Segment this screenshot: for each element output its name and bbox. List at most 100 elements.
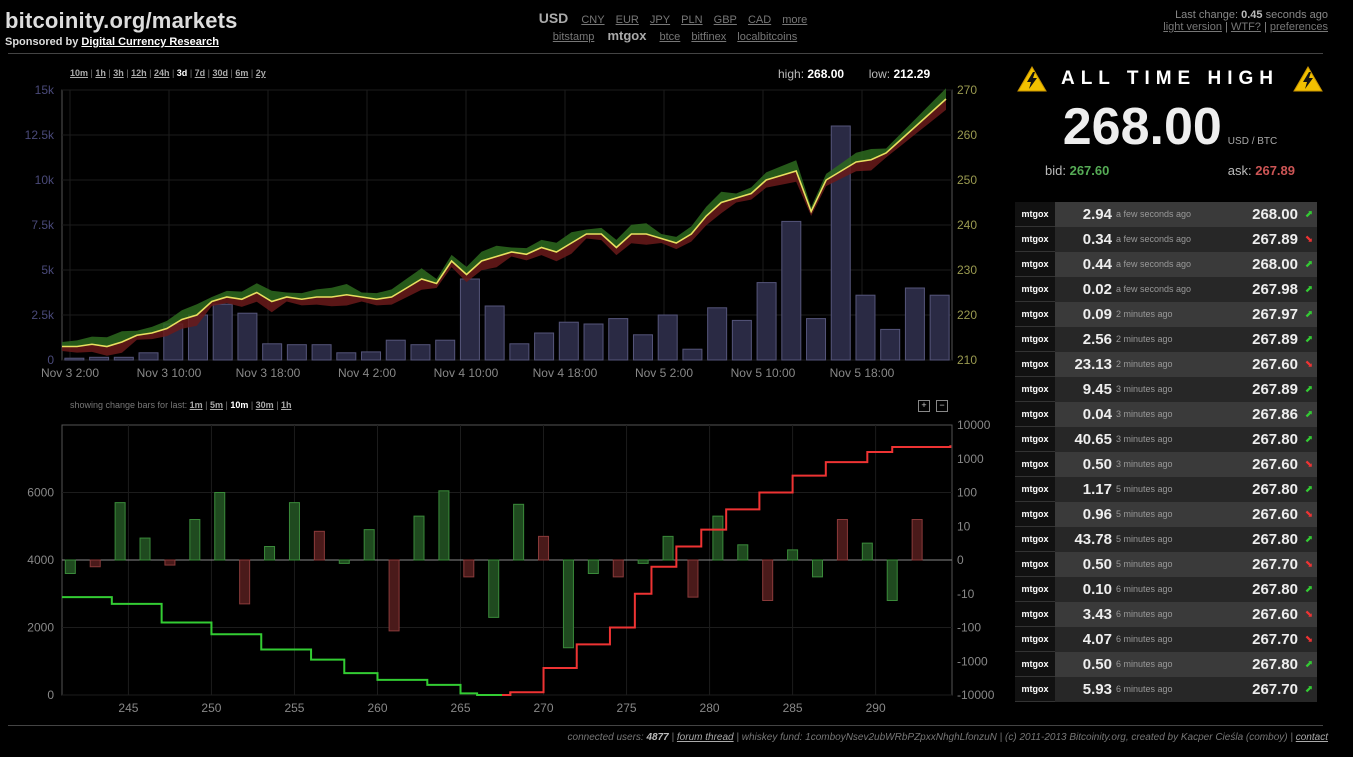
change-1m[interactable]: 1m <box>189 400 203 410</box>
exchange-link-localbitcoins[interactable]: localbitcoins <box>737 31 798 43</box>
currency-link-jpy[interactable]: JPY <box>649 14 671 26</box>
trade-price: 267.80 <box>1238 476 1301 502</box>
zoom-out-button[interactable]: − <box>936 400 948 412</box>
contact-link[interactable]: contact <box>1295 732 1328 743</box>
change-30m[interactable]: 30m <box>255 400 274 410</box>
range-10m[interactable]: 10m <box>70 68 89 78</box>
trade-exchange: mtgox <box>1015 276 1055 302</box>
arrow-down-icon: ⬊ <box>1301 551 1317 577</box>
trade-exchange: mtgox <box>1015 326 1055 352</box>
header-divider <box>8 53 1323 54</box>
change-bar <box>139 537 151 561</box>
change-bar <box>612 559 624 578</box>
exchange-link-bitstamp[interactable]: bitstamp <box>552 31 595 43</box>
range-6m[interactable]: 6m <box>235 68 249 78</box>
range-3h[interactable]: 3h <box>113 68 124 78</box>
arrow-up-icon: ⬈ <box>1301 476 1317 502</box>
top-links: light version | WTF? | preferences <box>1163 21 1328 33</box>
trade-row: mtgox 43.78 5 minutes ago 267.80 ⬈ <box>1015 526 1317 552</box>
warning-icon <box>1017 66 1047 92</box>
volume-bar <box>484 305 505 361</box>
trade-row: mtgox 9.45 3 minutes ago 267.89 ⬈ <box>1015 376 1317 402</box>
trade-exchange: mtgox <box>1015 626 1055 652</box>
range-30d[interactable]: 30d <box>212 68 229 78</box>
currency-link-cny[interactable]: CNY <box>581 14 605 26</box>
trade-exchange: mtgox <box>1015 501 1055 527</box>
ath-heading-text: ALL TIME HIGH <box>1060 68 1280 89</box>
change-bar <box>587 559 599 574</box>
x-tick-label: Nov 3 10:00 <box>137 366 202 380</box>
range-2y[interactable]: 2y <box>255 68 266 78</box>
volume-bar <box>781 220 802 361</box>
trade-time: a few seconds ago <box>1116 202 1238 227</box>
change-1h[interactable]: 1h <box>281 400 292 410</box>
change-10m[interactable]: 10m <box>230 400 249 410</box>
bid: bid: 267.60 <box>1045 163 1109 178</box>
change-5m[interactable]: 5m <box>209 400 223 410</box>
volume-bar <box>904 287 925 361</box>
currency-link-cad[interactable]: CAD <box>747 14 772 26</box>
forum-thread-link[interactable]: forum thread <box>676 732 734 743</box>
sponsor-line: Sponsored by Digital Currency Research <box>5 36 238 48</box>
x-tick-label: 290 <box>866 701 886 715</box>
range-7d[interactable]: 7d <box>194 68 206 78</box>
arrow-down-icon: ⬊ <box>1301 501 1317 527</box>
trade-price: 267.70 <box>1238 551 1301 577</box>
volume-bar <box>385 339 406 361</box>
x-tick-label: Nov 4 2:00 <box>338 366 396 380</box>
preferences-link[interactable]: preferences <box>1269 21 1328 33</box>
change-bar <box>64 559 76 574</box>
depth-chart[interactable]: 245 250 255 260 265 270 275 280 285 290 0 2000 4000 6… <box>0 410 1000 730</box>
trade-time: 5 minutes ago <box>1116 476 1238 502</box>
range-1h[interactable]: 1h <box>95 68 106 78</box>
site-title[interactable]: bitcoinity.org/markets <box>5 8 238 33</box>
light-version-link[interactable]: light version <box>1163 21 1222 33</box>
change-bar <box>413 515 425 561</box>
volume-bar <box>682 348 703 361</box>
trade-price: 267.60 <box>1238 351 1301 377</box>
currency-link-more[interactable]: more <box>782 14 808 26</box>
currency-link-pln[interactable]: PLN <box>681 14 703 26</box>
change-bar <box>513 503 525 561</box>
price-chart[interactable]: Nov 3 2:00 Nov 3 10:00 Nov 3 18:00 Nov 4 2:… <box>0 0 1000 400</box>
exchange-row: bitstamp mtgox btce bitfinex localbitcoi… <box>480 28 870 43</box>
change-bar <box>662 535 674 561</box>
selected-exchange[interactable]: mtgox <box>607 28 647 43</box>
y-right-tick-label: -1000 <box>957 654 988 668</box>
sponsor-prefix: Sponsored by <box>5 36 79 48</box>
high-value: 268.00 <box>807 67 845 81</box>
currency-link-gbp[interactable]: GBP <box>713 14 737 26</box>
wtf-link[interactable]: WTF? <box>1230 21 1261 33</box>
trade-time: 5 minutes ago <box>1116 551 1238 577</box>
x-tick-label: Nov 3 2:00 <box>41 366 99 380</box>
y-left-tick-label: 5k <box>41 263 55 277</box>
trade-exchange: mtgox <box>1015 651 1055 677</box>
x-tick-label: Nov 5 10:00 <box>731 366 796 380</box>
trade-time: 6 minutes ago <box>1116 626 1238 652</box>
trade-amount: 2.94 <box>1055 202 1116 227</box>
sponsor-link[interactable]: Digital Currency Research <box>81 36 219 48</box>
high-label: high: <box>778 67 805 81</box>
zoom-in-button[interactable]: + <box>918 400 930 412</box>
y-right-tick-label: 230 <box>957 263 977 277</box>
trade-amount: 5.93 <box>1055 676 1116 702</box>
volume-bar <box>435 339 456 361</box>
exchange-link-bitfinex[interactable]: bitfinex <box>691 31 727 43</box>
arrow-up-icon: ⬈ <box>1301 376 1317 402</box>
range-selector: 10m | 1h | 3h | 12h | 24h | 3d | 7d | 30… <box>70 68 266 78</box>
range-24h[interactable]: 24h <box>153 68 170 78</box>
range-3d[interactable]: 3d <box>176 68 188 78</box>
trade-row: mtgox 0.50 5 minutes ago 267.70 ⬊ <box>1015 551 1317 577</box>
range-12h[interactable]: 12h <box>131 68 147 78</box>
bid-label: bid: <box>1045 163 1066 178</box>
arrow-up-icon: ⬈ <box>1301 576 1317 602</box>
volume-bar <box>707 307 728 361</box>
x-tick-label: 275 <box>617 701 637 715</box>
trade-amount: 43.78 <box>1055 526 1116 552</box>
currency-link-eur[interactable]: EUR <box>615 14 639 26</box>
selected-currency[interactable]: USD <box>538 10 569 26</box>
footer-divider <box>8 725 1323 726</box>
exchange-link-btce[interactable]: btce <box>659 31 681 43</box>
trade-exchange: mtgox <box>1015 251 1055 277</box>
volume-bar <box>830 125 851 361</box>
